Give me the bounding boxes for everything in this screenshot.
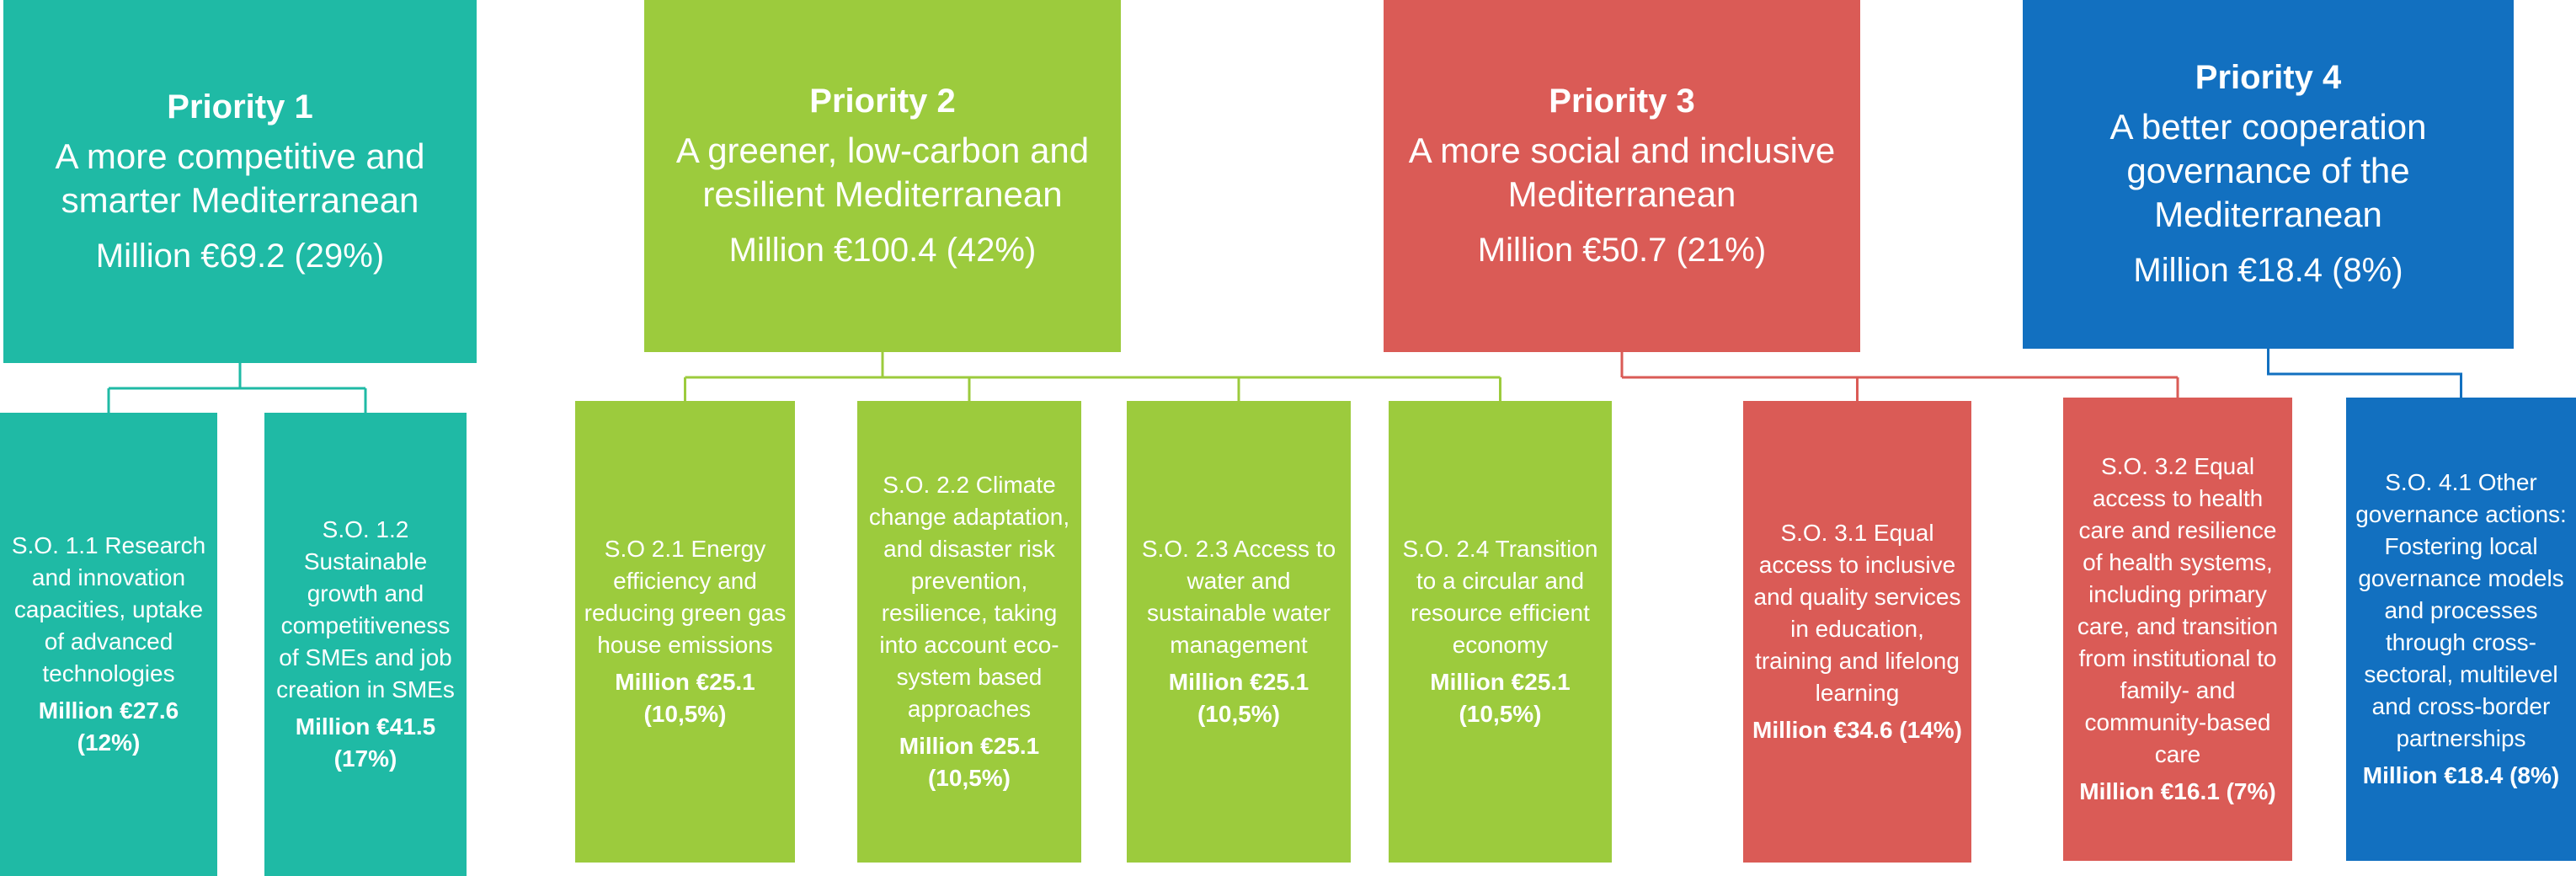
priority-box: Priority 4 A better cooperation governanc…	[2023, 0, 2514, 349]
objective-text: S.O 2.1 Energy efficiency and reducing g…	[584, 536, 787, 658]
priority-description: A more competitive and smarter Mediterra…	[55, 136, 425, 220]
connector	[2267, 349, 2462, 398]
objective-box: S.O. 2.2 Climate change adaptation, and …	[857, 401, 1081, 863]
priority-title: Priority 2	[809, 83, 956, 120]
objective-amount: Million €16.1 (7%)	[2079, 778, 2276, 804]
objective-amount: Million €25.1 (10,5%)	[1168, 669, 1309, 727]
objective-amount: Million €25.1 (10,5%)	[1430, 669, 1571, 727]
priority-description: A greener, low-carbon and resilient Medi…	[675, 131, 1090, 214]
objective-box: S.O. 2.4 Transition to a circular and re…	[1389, 401, 1612, 863]
objective-amount: Million €25.1 (10,5%)	[615, 669, 755, 727]
objective-text: S.O. 2.3 Access to water and sustainable…	[1141, 536, 1336, 658]
objective-amount: Million €18.4 (8%)	[2362, 762, 2560, 788]
priority-box: Priority 3 A more social and inclusive Me…	[1384, 0, 1860, 352]
priority-amount: Million €50.7 (21%)	[1477, 232, 1767, 269]
priority-title: Priority 1	[167, 88, 313, 126]
priority-box: Priority 2 A greener, low-carbon and resi…	[644, 0, 1121, 352]
priority-amount: Million €69.2 (29%)	[95, 237, 385, 275]
objective-amount: Million €41.5 (17%)	[295, 713, 436, 772]
objective-text: S.O. 1.2 Sustainable growth and competit…	[276, 516, 455, 702]
objective-amount: Million €34.6 (14%)	[1752, 717, 1962, 743]
priority-box: Priority 1 A more competitive and smarter…	[3, 0, 477, 363]
priority-description: A better cooperation governance of the M…	[2109, 107, 2427, 234]
objective-text: S.O. 3.1 Equal access to inclusive and q…	[1753, 520, 1961, 706]
objective-text: S.O. 4.1 Other governance actions: Foste…	[2355, 469, 2567, 751]
objective-box: S.O. 4.1 Other governance actions: Foste…	[2346, 398, 2576, 861]
objective-text: S.O. 3.2 Equal access to health care and…	[2077, 453, 2279, 767]
objective-box: S.O. 3.1 Equal access to inclusive and q…	[1743, 401, 1971, 863]
priority-title: Priority 4	[2195, 59, 2342, 96]
priority-amount: Million €100.4 (42%)	[728, 232, 1037, 269]
objective-amount: Million €25.1 (10,5%)	[899, 733, 1040, 791]
priority-description: A more social and inclusive Mediterranea…	[1408, 131, 1836, 214]
objective-box: S.O. 1.2 Sustainable growth and competit…	[264, 413, 467, 876]
priority-amount: Million €18.4 (8%)	[2133, 252, 2403, 289]
priority-title: Priority 3	[1549, 83, 1695, 120]
objective-amount: Million €27.6 (12%)	[38, 697, 179, 756]
objective-text: S.O. 1.1 Research and innovation capacit…	[11, 532, 206, 686]
objective-text: S.O. 2.4 Transition to a circular and re…	[1402, 536, 1598, 658]
objective-box: S.O. 3.2 Equal access to health care and…	[2063, 398, 2292, 861]
objective-box: S.O 2.1 Energy efficiency and reducing g…	[575, 401, 795, 863]
objective-text: S.O. 2.2 Climate change adaptation, and …	[868, 472, 1070, 722]
objective-box: S.O. 2.3 Access to water and sustainable…	[1127, 401, 1351, 863]
objective-box: S.O. 1.1 Research and innovation capacit…	[0, 413, 217, 876]
